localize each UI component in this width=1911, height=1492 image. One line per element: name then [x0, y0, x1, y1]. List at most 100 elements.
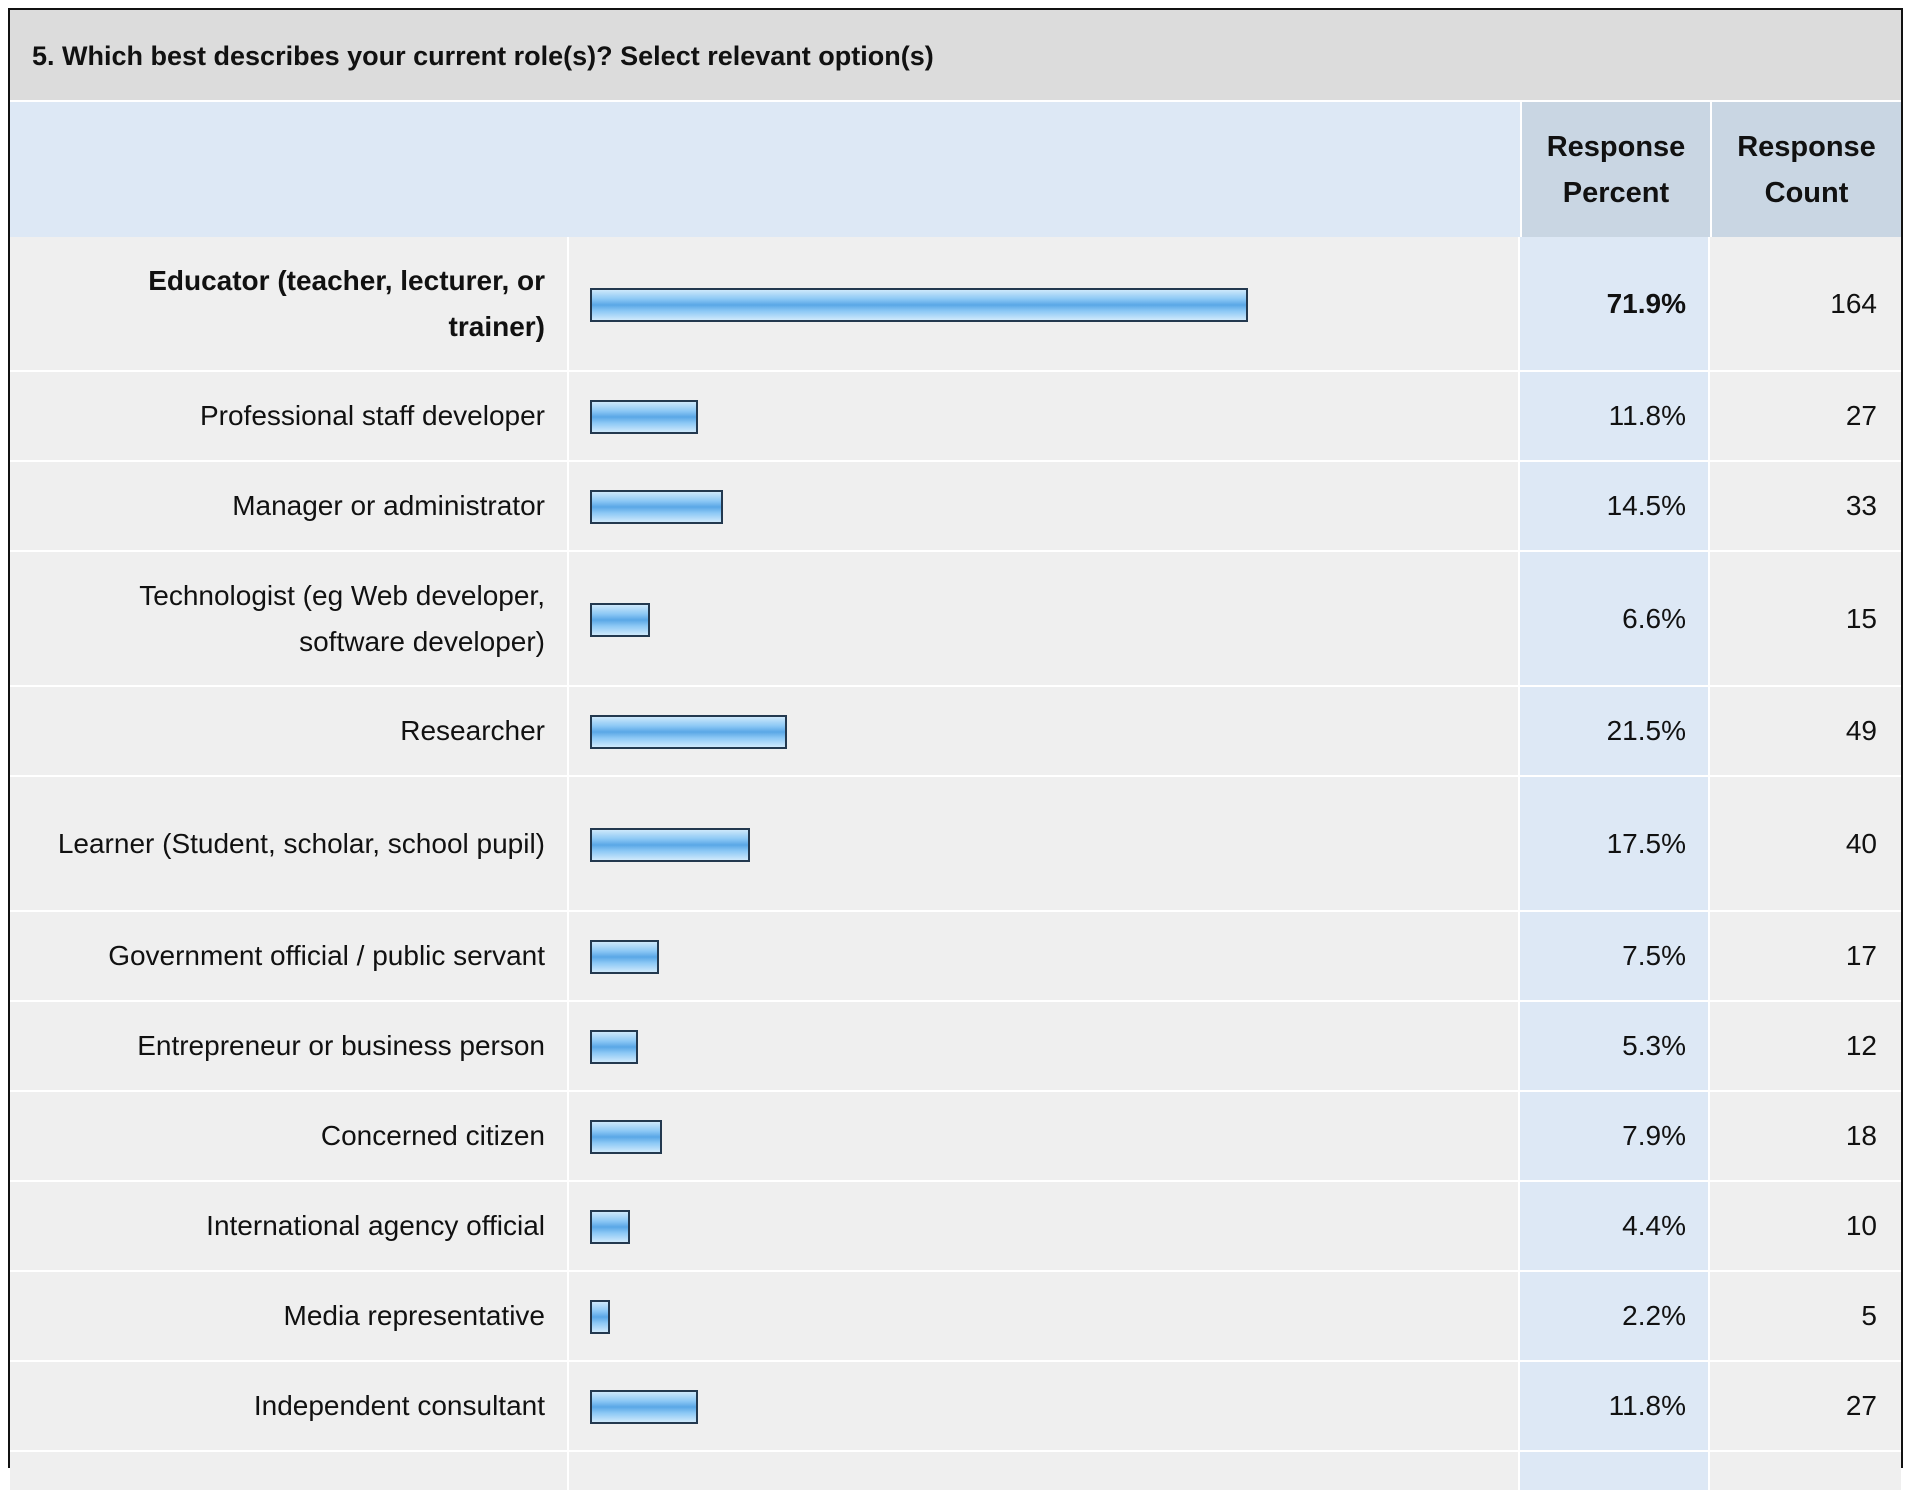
response-count-value — [1710, 1452, 1901, 1490]
category-label: Professional staff developer — [10, 372, 567, 460]
column-divider — [1518, 552, 1520, 685]
response-bar — [590, 1210, 630, 1244]
column-divider — [1518, 372, 1520, 460]
bar-cell — [569, 237, 1518, 370]
category-label — [10, 1452, 567, 1490]
column-divider — [1518, 237, 1520, 370]
response-bar — [590, 490, 723, 524]
response-bar — [590, 603, 650, 637]
column-divider — [1518, 777, 1520, 910]
column-divider — [1708, 1272, 1710, 1360]
response-percent-value: 7.9% — [1520, 1092, 1708, 1180]
category-label: Learner (Student, scholar, school pupil) — [10, 777, 567, 910]
column-divider — [567, 462, 569, 550]
category-label: Concerned citizen — [10, 1092, 567, 1180]
response-percent-value: 11.8% — [1520, 1362, 1708, 1450]
bar-cell — [569, 1182, 1518, 1270]
column-divider — [1708, 1002, 1710, 1090]
response-bar — [590, 940, 659, 974]
bar-cell — [569, 777, 1518, 910]
response-percent-value: 2.2% — [1520, 1272, 1708, 1360]
column-divider — [567, 777, 569, 910]
bar-cell — [569, 912, 1518, 1000]
response-percent-value — [1520, 1452, 1708, 1490]
response-count-value: 18 — [1710, 1092, 1901, 1180]
column-divider — [1518, 462, 1520, 550]
table-row: Researcher 21.5% 49 — [10, 687, 1901, 777]
column-divider — [1518, 687, 1520, 775]
column-divider — [1708, 372, 1710, 460]
response-count-value: 49 — [1710, 687, 1901, 775]
response-bar — [590, 1390, 698, 1424]
response-bar — [590, 1300, 610, 1334]
response-percent-value: 4.4% — [1520, 1182, 1708, 1270]
table-row: Learner (Student, scholar, school pupil)… — [10, 777, 1901, 912]
bar-cell — [569, 1362, 1518, 1450]
response-count-value: 164 — [1710, 237, 1901, 370]
column-divider — [567, 1092, 569, 1180]
bar-cell — [569, 372, 1518, 460]
table-row: Educator (teacher, lecturer, or trainer)… — [10, 237, 1901, 372]
table-row: Entrepreneur or business person 5.3% 12 — [10, 1002, 1901, 1092]
response-count-value: 10 — [1710, 1182, 1901, 1270]
category-label: Manager or administrator — [10, 462, 567, 550]
column-divider — [1708, 462, 1710, 550]
column-divider — [1518, 1362, 1520, 1450]
table-row: International agency official 4.4% 10 — [10, 1182, 1901, 1272]
bar-cell — [569, 1092, 1518, 1180]
response-count-value: 17 — [1710, 912, 1901, 1000]
response-count-value: 12 — [1710, 1002, 1901, 1090]
table-row: Government official / public servant 7.5%… — [10, 912, 1901, 1002]
column-divider — [1708, 237, 1710, 370]
response-count-value: 15 — [1710, 552, 1901, 685]
category-label: Media representative — [10, 1272, 567, 1360]
header-response-percent: Response Percent — [1520, 102, 1710, 237]
table-row: Media representative 2.2% 5 — [10, 1272, 1901, 1362]
response-percent-value: 7.5% — [1520, 912, 1708, 1000]
table-row-partial — [10, 1452, 1901, 1492]
column-divider — [1708, 777, 1710, 910]
response-bar — [590, 828, 750, 862]
column-divider — [1708, 1092, 1710, 1180]
response-percent-value: 14.5% — [1520, 462, 1708, 550]
response-bar — [590, 400, 698, 434]
table-row: Technologist (eg Web developer, software… — [10, 552, 1901, 687]
column-divider — [567, 1002, 569, 1090]
response-count-value: 33 — [1710, 462, 1901, 550]
response-count-value: 27 — [1710, 1362, 1901, 1450]
category-label: Educator (teacher, lecturer, or trainer) — [10, 237, 567, 370]
response-bar — [590, 715, 787, 749]
category-label: Government official / public servant — [10, 912, 567, 1000]
bar-cell — [569, 687, 1518, 775]
column-divider — [1518, 1182, 1520, 1270]
bar-cell — [569, 1452, 1518, 1490]
column-divider — [1708, 1182, 1710, 1270]
column-divider — [567, 687, 569, 775]
table-row: Professional staff developer 11.8% 27 — [10, 372, 1901, 462]
table-header: Response Percent Response Count — [10, 102, 1901, 237]
header-response-count: Response Count — [1710, 102, 1901, 237]
response-count-value: 27 — [1710, 372, 1901, 460]
table-row: Independent consultant 11.8% 27 — [10, 1362, 1901, 1452]
response-count-value: 40 — [1710, 777, 1901, 910]
response-count-value: 5 — [1710, 1272, 1901, 1360]
column-divider — [1518, 1002, 1520, 1090]
response-percent-value: 6.6% — [1520, 552, 1708, 685]
response-percent-value: 5.3% — [1520, 1002, 1708, 1090]
bar-cell — [569, 552, 1518, 685]
survey-question-panel: 5. Which best describes your current rol… — [8, 8, 1903, 1492]
column-divider — [567, 372, 569, 460]
bar-cell — [569, 1002, 1518, 1090]
response-bar — [590, 1030, 638, 1064]
response-percent-value: 17.5% — [1520, 777, 1708, 910]
response-bar — [590, 288, 1248, 322]
category-label: International agency official — [10, 1182, 567, 1270]
category-label: Entrepreneur or business person — [10, 1002, 567, 1090]
column-divider — [567, 912, 569, 1000]
category-label: Independent consultant — [10, 1362, 567, 1450]
response-percent-value: 71.9% — [1520, 237, 1708, 370]
response-percent-value: 21.5% — [1520, 687, 1708, 775]
response-percent-value: 11.8% — [1520, 372, 1708, 460]
column-divider — [1518, 912, 1520, 1000]
bar-cell — [569, 1272, 1518, 1360]
